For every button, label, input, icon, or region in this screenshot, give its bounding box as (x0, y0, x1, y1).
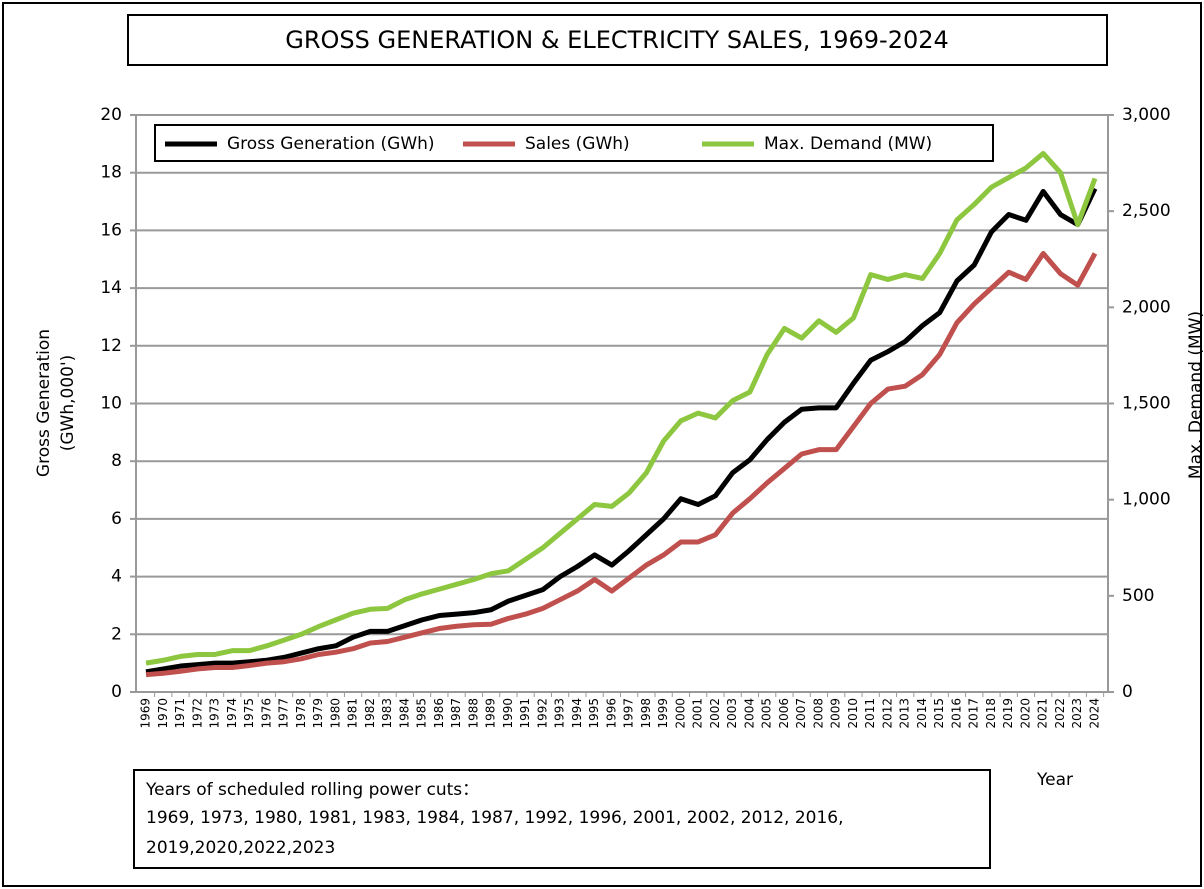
legend-box (154, 124, 994, 162)
series-line (145, 187, 1098, 675)
y-tick-label: 18 (100, 163, 122, 183)
x-tick-label: 1971 (173, 698, 187, 729)
x-tick-label: 2005 (760, 698, 774, 729)
x-tick-label: 2016 (949, 698, 963, 729)
x-tick-label: 2013 (898, 698, 912, 729)
x-tick-label: 1989 (484, 698, 498, 729)
legend-label: Gross Generation (GWh) (227, 134, 435, 154)
y-tick-label: 10 (100, 394, 122, 414)
x-tick-label: 1997 (622, 698, 636, 729)
legend-label: Sales (GWh) (525, 134, 630, 154)
x-tick-label: 1994 (570, 698, 584, 729)
x-tick-label: 1988 (466, 698, 480, 729)
x-tick-label: 1980 (328, 698, 342, 729)
title-box (127, 14, 1108, 66)
x-tick-label: 1978 (294, 698, 308, 729)
x-axis-label: Year (1036, 770, 1073, 790)
x-tick-label: 2009 (829, 698, 843, 729)
x-tick-label: 1976 (259, 698, 273, 729)
x-tick-label: 2003 (725, 698, 739, 729)
x-tick-label: 1993 (553, 698, 567, 729)
x-tick-label: 1973 (208, 698, 222, 729)
x-tick-label: 1996 (604, 698, 618, 729)
x-tick-label: 1992 (535, 698, 549, 729)
x-tick-label: 2002 (708, 698, 722, 729)
y-tick-label: 14 (100, 278, 122, 298)
x-tick-label: 1977 (277, 698, 291, 729)
y2-tick-label: 2,000 (1122, 297, 1171, 317)
x-tick-label: 1969 (139, 698, 153, 729)
note-box (133, 769, 991, 869)
x-tick-label: 2024 (1088, 698, 1102, 729)
y-tick-label: 8 (111, 451, 122, 471)
x-tick-label: 1999 (656, 698, 670, 729)
note-line: Years of scheduled rolling power cuts： (145, 780, 479, 800)
y2-tick-label: 1,500 (1122, 394, 1171, 414)
y2-tick-label: 1,000 (1122, 490, 1171, 510)
x-tick-label: 2001 (691, 698, 705, 729)
x-tick-label: 2019 (1001, 698, 1015, 729)
x-tick-label: 1979 (311, 698, 325, 729)
x-tick-label: 2020 (1018, 698, 1032, 729)
x-tick-label: 2010 (846, 698, 860, 729)
y2-tick-label: 2,500 (1122, 201, 1171, 221)
x-tick-label: 1987 (449, 698, 463, 729)
x-tick-label: 2015 (932, 698, 946, 729)
x-tick-label: 2017 (967, 698, 981, 729)
legend-label: Max. Demand (MW) (764, 134, 932, 154)
y2-axis-label: Max. Demand (MW) (1186, 311, 1204, 479)
y2-tick-label: 500 (1122, 586, 1154, 606)
x-tick-label: 1998 (639, 698, 653, 729)
x-tick-label: 2000 (673, 698, 687, 729)
y2-tick-label: 3,000 (1122, 105, 1171, 125)
x-tick-label: 2023 (1070, 698, 1084, 729)
x-tick-label: 2006 (777, 698, 791, 729)
x-tick-label: 1970 (156, 698, 170, 729)
y-tick-label: 12 (100, 336, 122, 356)
y-tick-label: 4 (111, 567, 122, 587)
x-tick-label: 2004 (742, 698, 756, 729)
chart-title: GROSS GENERATION & ELECTRICITY SALES, 19… (285, 26, 949, 54)
x-tick-label: 2012 (880, 698, 894, 729)
y-tick-label: 16 (100, 220, 122, 240)
x-tick-label: 1981 (346, 698, 360, 729)
y-tick-label: 20 (100, 105, 122, 125)
note-line: 2019,2020,2022,2023 (146, 838, 335, 858)
y-tick-label: 2 (111, 624, 122, 644)
y-axis-label: (GWh,000') (58, 355, 78, 452)
y2-tick-label: 0 (1122, 682, 1133, 702)
x-tick-label: 1991 (518, 698, 532, 729)
x-tick-label: 2007 (794, 698, 808, 729)
x-tick-label: 2022 (1053, 698, 1067, 729)
note-line: 1969, 1973, 1980, 1981, 1983, 1984, 1987… (146, 808, 844, 828)
x-tick-label: 1995 (587, 698, 601, 729)
x-tick-label: 1990 (501, 698, 515, 729)
x-tick-label: 1982 (363, 698, 377, 729)
x-tick-label: 1972 (190, 698, 204, 729)
y-axis-label: Gross Generation (34, 329, 54, 477)
x-tick-label: 1975 (242, 698, 256, 729)
x-tick-label: 1983 (380, 698, 394, 729)
x-tick-label: 1985 (415, 698, 429, 729)
x-tick-label: 1974 (225, 698, 239, 729)
y-tick-label: 0 (111, 682, 122, 702)
x-tick-label: 2018 (984, 698, 998, 729)
x-tick-label: 2011 (863, 698, 877, 729)
x-tick-label: 2008 (811, 698, 825, 729)
x-tick-label: 2014 (915, 698, 929, 729)
series-line (145, 150, 1098, 666)
y-tick-label: 6 (111, 509, 122, 529)
x-tick-label: 1986 (432, 698, 446, 729)
x-tick-label: 2021 (1036, 698, 1050, 729)
series-line (145, 250, 1098, 678)
x-tick-label: 1984 (397, 698, 411, 729)
